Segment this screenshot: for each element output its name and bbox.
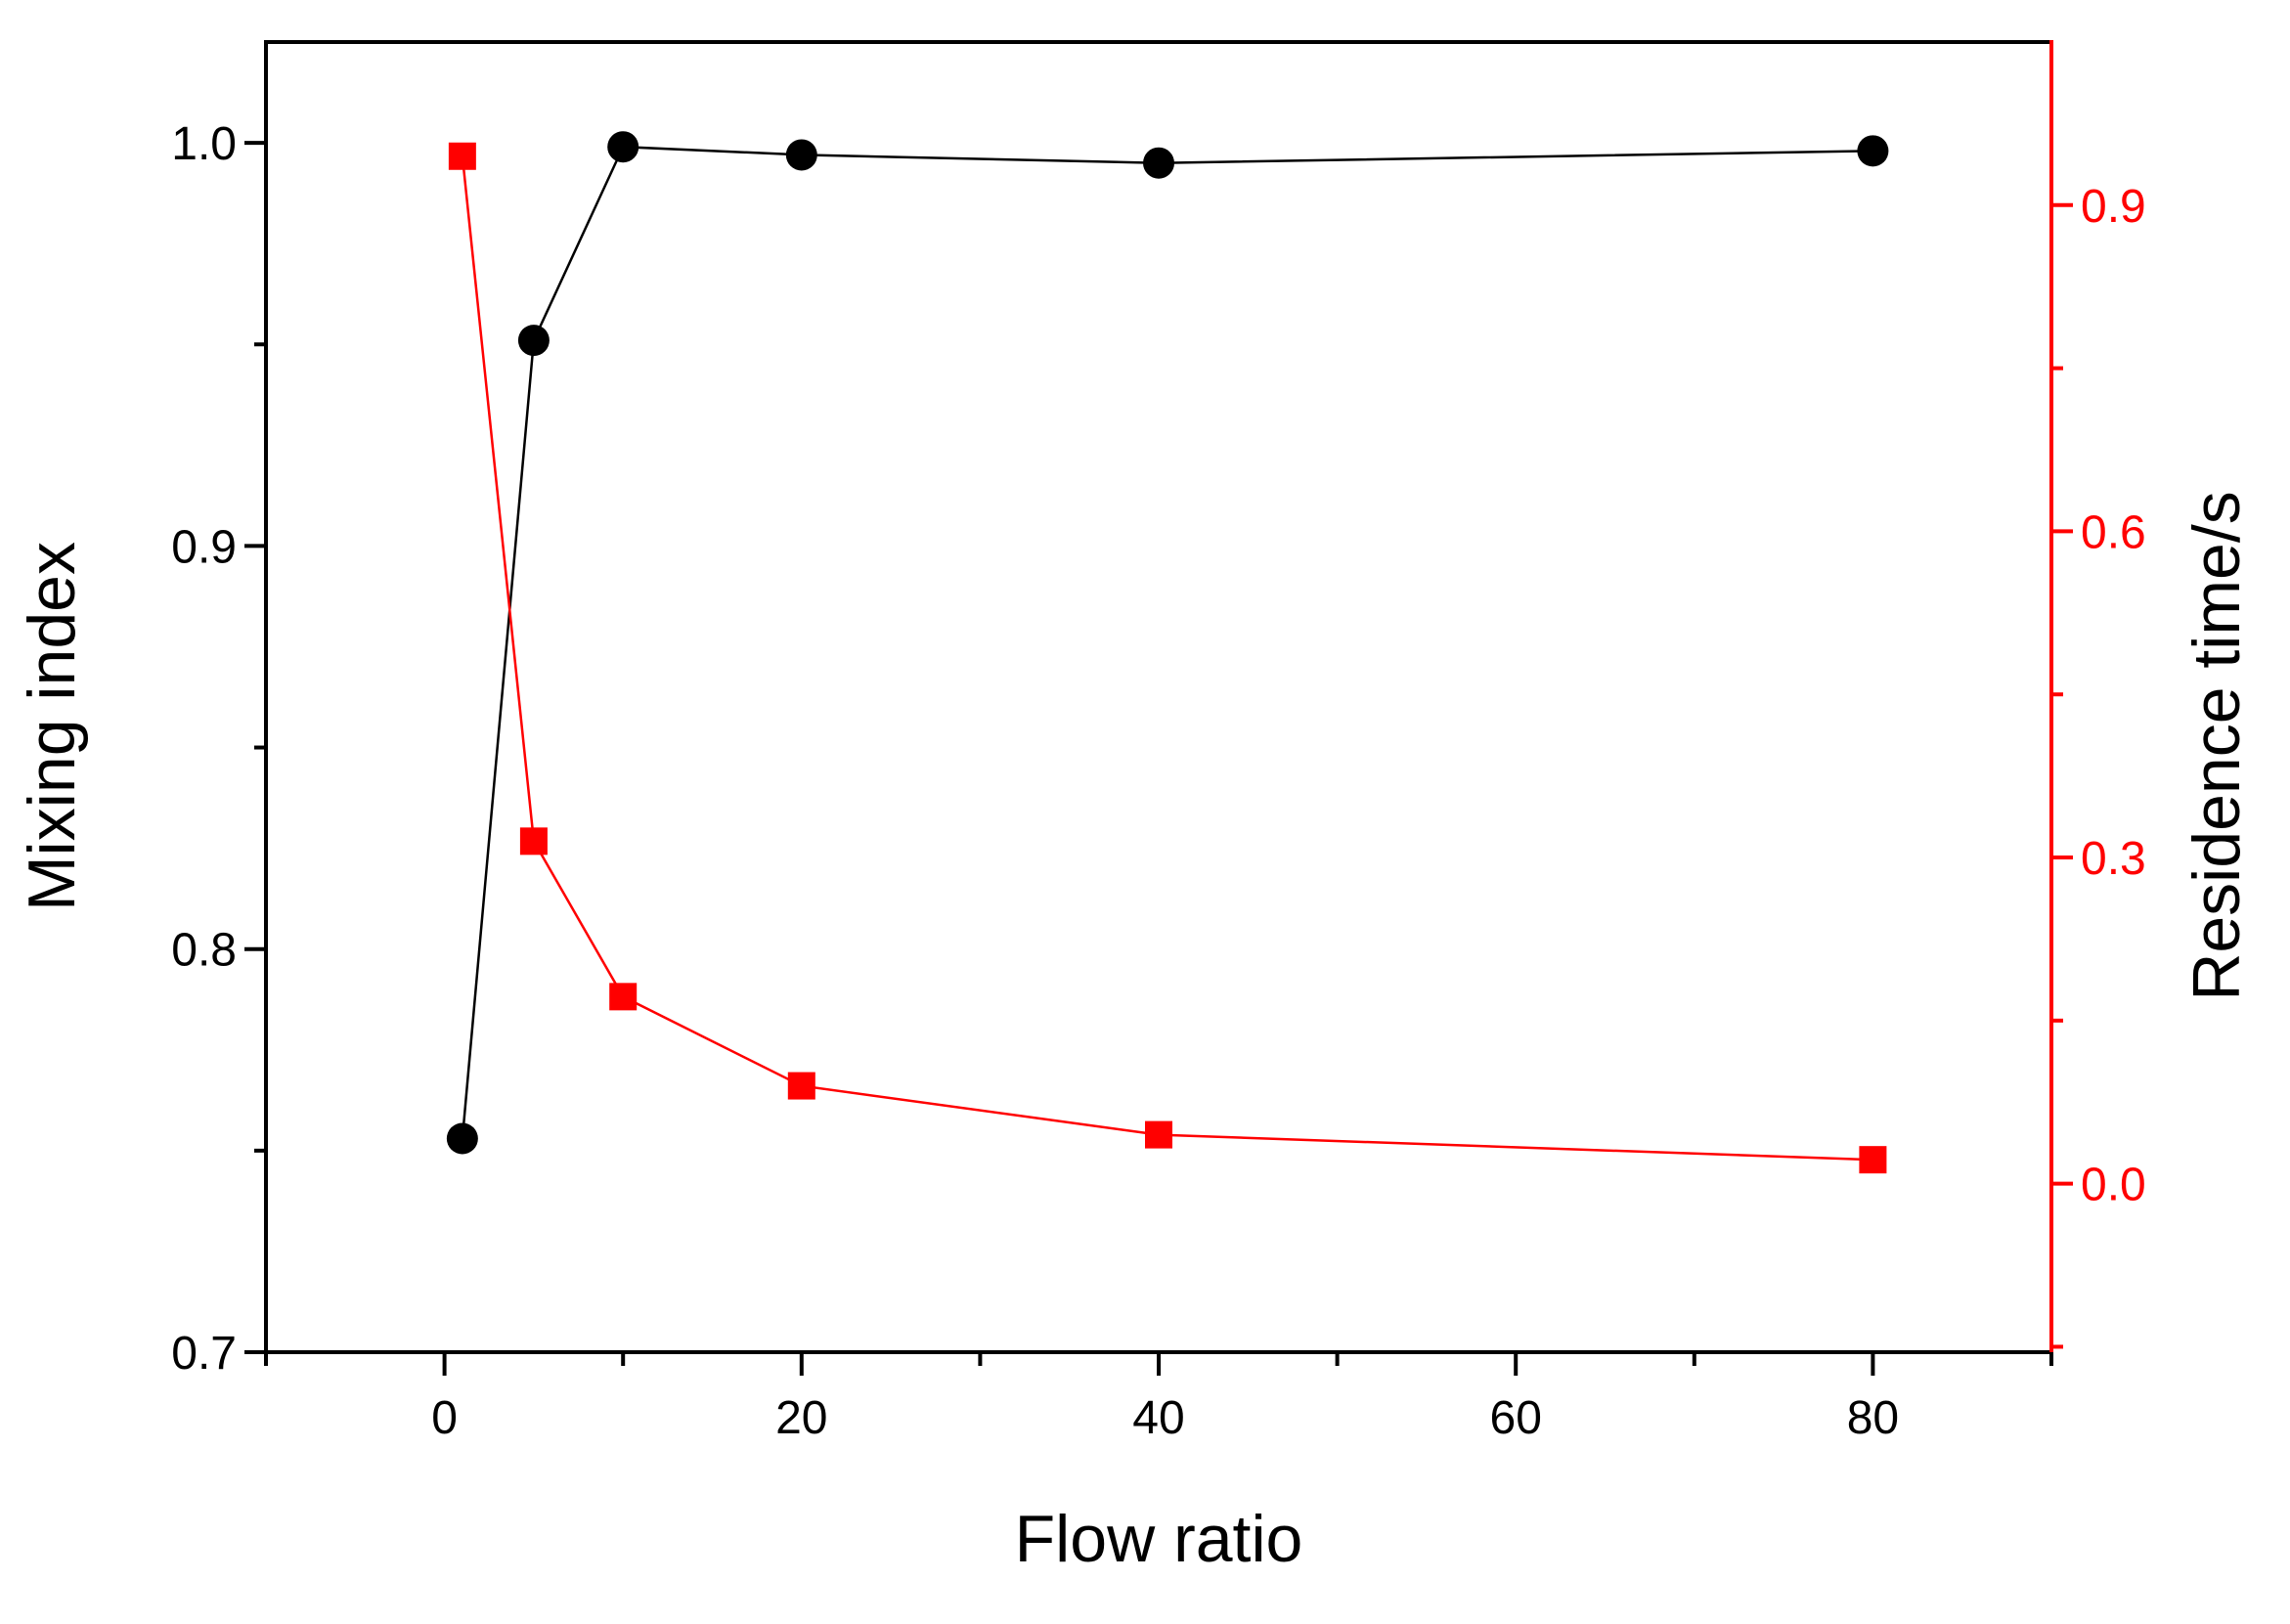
data-point-square bbox=[787, 1072, 815, 1100]
data-point-square bbox=[448, 142, 476, 170]
y-left-tick-label: 0.7 bbox=[171, 1328, 237, 1380]
y-right-tick-label: 0.9 bbox=[2081, 181, 2146, 233]
data-point-circle bbox=[1143, 147, 1174, 179]
series-line bbox=[461, 155, 1873, 1162]
x-tick-label: 80 bbox=[1847, 1392, 1899, 1444]
y-axis-left: 0.7 0.8 0.9 1.0 bbox=[171, 118, 266, 1380]
series-2 bbox=[448, 142, 1887, 1174]
y-left-tick-label: 0.9 bbox=[171, 521, 237, 573]
y-axis-left-title: Mixing index bbox=[15, 542, 89, 911]
data-point-square bbox=[1145, 1120, 1172, 1149]
data-point-square bbox=[609, 983, 638, 1011]
data-point-circle bbox=[517, 325, 550, 357]
y-axis-right-title: Residence time/s bbox=[2180, 491, 2254, 1001]
x-axis: 0 20 40 60 80 bbox=[264, 1352, 2053, 1444]
x-tick-label: 0 bbox=[431, 1392, 458, 1444]
data-point-circle bbox=[446, 1122, 478, 1155]
series-line bbox=[461, 145, 1873, 1139]
y-right-tick-label: 0.3 bbox=[2081, 833, 2146, 885]
data-point-circle bbox=[607, 131, 639, 163]
y-right-tick-label: 0.0 bbox=[2081, 1160, 2146, 1211]
x-tick-label: 40 bbox=[1132, 1392, 1184, 1444]
series-layer bbox=[446, 131, 1889, 1174]
y-left-tick-label: 1.0 bbox=[171, 118, 237, 170]
y-axis-right: 0.0 0.3 0.6 0.9 bbox=[2051, 181, 2146, 1349]
data-point-circle bbox=[1857, 135, 1889, 167]
x-tick-label: 60 bbox=[1490, 1392, 1542, 1444]
series-1 bbox=[446, 131, 1889, 1155]
x-axis-title: Flow ratio bbox=[1015, 1502, 1303, 1576]
data-point-circle bbox=[785, 139, 817, 171]
data-point-square bbox=[1859, 1146, 1887, 1174]
x-tick-label: 20 bbox=[775, 1392, 827, 1444]
data-point-square bbox=[519, 827, 548, 856]
y-left-tick-label: 0.8 bbox=[171, 925, 237, 977]
y-right-tick-label: 0.6 bbox=[2081, 506, 2146, 558]
